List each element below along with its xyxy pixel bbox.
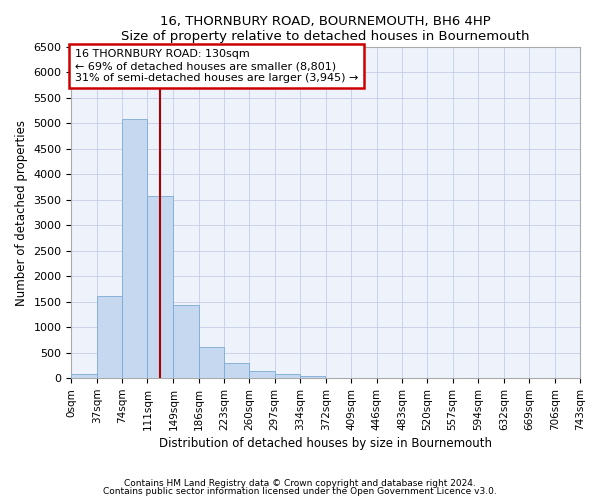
Bar (275, 374, 300, 378)
Y-axis label: Number of detached properties: Number of detached properties (15, 120, 28, 306)
Bar (199, 347, 224, 378)
Text: Contains HM Land Registry data © Crown copyright and database right 2024.: Contains HM Land Registry data © Crown c… (124, 478, 476, 488)
X-axis label: Distribution of detached houses by size in Bournemouth: Distribution of detached houses by size … (159, 437, 492, 450)
Bar (71, 374, 97, 378)
Bar (148, 196, 173, 378)
Bar (300, 376, 325, 378)
Bar (224, 364, 250, 378)
Bar (250, 370, 275, 378)
Bar (173, 306, 199, 378)
Title: 16, THORNBURY ROAD, BOURNEMOUTH, BH6 4HP
Size of property relative to detached h: 16, THORNBURY ROAD, BOURNEMOUTH, BH6 4HP… (121, 15, 530, 43)
Text: Contains public sector information licensed under the Open Government Licence v3: Contains public sector information licen… (103, 487, 497, 496)
Bar (122, 120, 148, 378)
Text: 16 THORNBURY ROAD: 130sqm
← 69% of detached houses are smaller (8,801)
31% of se: 16 THORNBURY ROAD: 130sqm ← 69% of detac… (75, 50, 358, 82)
Bar (97, 296, 122, 378)
